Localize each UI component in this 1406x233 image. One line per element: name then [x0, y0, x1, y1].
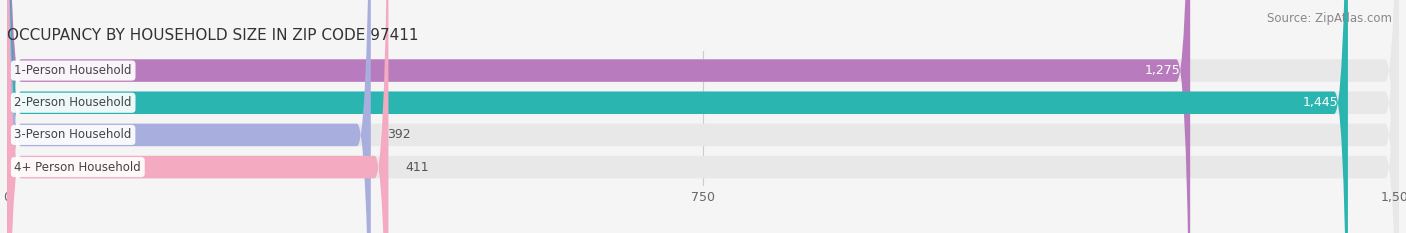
- FancyBboxPatch shape: [7, 0, 1348, 233]
- Text: 1,275: 1,275: [1144, 64, 1181, 77]
- Text: 411: 411: [405, 161, 429, 174]
- FancyBboxPatch shape: [7, 0, 1399, 233]
- Text: 4+ Person Household: 4+ Person Household: [14, 161, 141, 174]
- Text: 392: 392: [388, 128, 411, 141]
- FancyBboxPatch shape: [7, 0, 371, 233]
- FancyBboxPatch shape: [7, 0, 1399, 233]
- Text: 1,445: 1,445: [1303, 96, 1339, 109]
- Text: 3-Person Household: 3-Person Household: [14, 128, 132, 141]
- Text: 2-Person Household: 2-Person Household: [14, 96, 132, 109]
- Text: 1-Person Household: 1-Person Household: [14, 64, 132, 77]
- FancyBboxPatch shape: [7, 0, 388, 233]
- FancyBboxPatch shape: [7, 0, 1191, 233]
- Text: Source: ZipAtlas.com: Source: ZipAtlas.com: [1267, 12, 1392, 25]
- Text: OCCUPANCY BY HOUSEHOLD SIZE IN ZIP CODE 97411: OCCUPANCY BY HOUSEHOLD SIZE IN ZIP CODE …: [7, 28, 419, 43]
- FancyBboxPatch shape: [7, 0, 1399, 233]
- FancyBboxPatch shape: [7, 0, 1399, 233]
